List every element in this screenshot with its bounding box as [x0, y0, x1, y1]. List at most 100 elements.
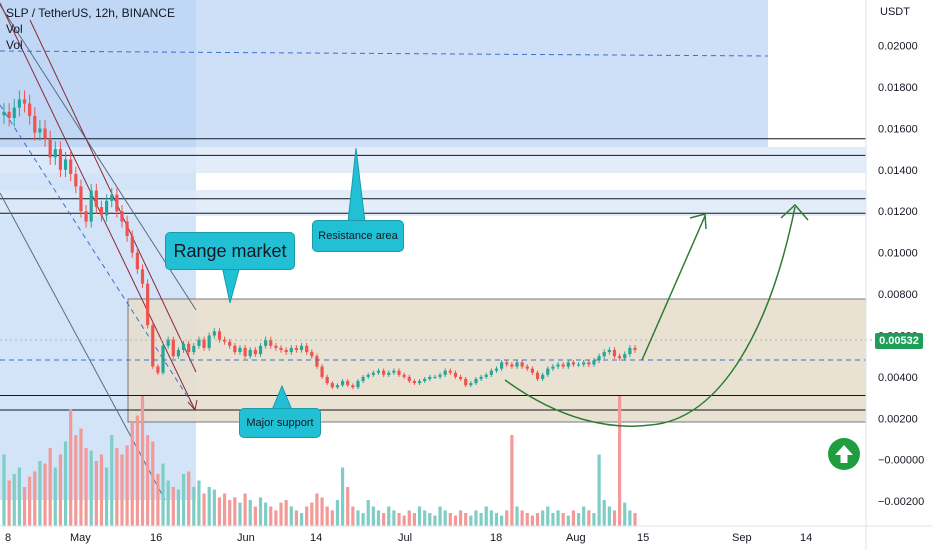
volume-bar	[12, 474, 16, 526]
candle-body	[140, 269, 145, 284]
volume-bar	[402, 515, 406, 526]
volume-bar	[2, 454, 6, 526]
volume-bar	[582, 506, 586, 526]
volume-bar	[392, 510, 396, 526]
candle-body	[212, 331, 216, 336]
candle-body	[12, 107, 16, 119]
volume-bar	[515, 506, 519, 526]
volume-bar	[294, 510, 299, 526]
volume-bar	[428, 513, 432, 526]
x-tick-label: Jul	[398, 532, 412, 544]
x-tick-label: 18	[490, 532, 502, 544]
candle-body	[494, 368, 499, 371]
volume-bar	[202, 493, 206, 526]
candle-body	[105, 200, 109, 216]
x-tick-label: Sep	[732, 532, 752, 544]
volume-bar	[607, 506, 611, 526]
candle-body	[202, 339, 206, 348]
volume-bar	[443, 510, 447, 526]
volume-bar	[264, 502, 268, 526]
volume-bar	[74, 435, 78, 526]
candle-body	[330, 383, 334, 388]
volume-bar	[151, 441, 155, 526]
volume-bar	[489, 510, 493, 526]
volume-bar	[156, 474, 160, 526]
candle-body	[448, 370, 452, 373]
volume-bar	[192, 487, 196, 526]
candle-body	[351, 385, 355, 388]
volume-bar	[176, 489, 181, 526]
volume-bar	[233, 497, 237, 526]
x-tick-label: Aug	[566, 532, 586, 544]
major-support-callout[interactable]: Major support	[239, 408, 321, 438]
volume-bar	[382, 513, 386, 526]
volume-bar	[22, 487, 27, 526]
candle-body	[284, 349, 288, 353]
volume-bar	[187, 471, 191, 526]
candle-body	[525, 366, 529, 369]
volume-bar	[551, 513, 555, 526]
volume-bar	[633, 513, 637, 526]
volume-bar	[530, 515, 534, 526]
candle-body	[356, 381, 360, 388]
candle-body	[541, 374, 545, 379]
volume-bar	[238, 502, 242, 526]
candle-body	[412, 381, 417, 384]
candle-body	[89, 190, 93, 222]
y-tick-label: 0.01000	[878, 248, 918, 260]
x-tick-label: May	[70, 532, 91, 544]
candle-body	[38, 128, 42, 133]
candle-body	[371, 372, 375, 375]
volume-bar	[99, 454, 104, 526]
candle-body	[397, 370, 401, 375]
volume-bar	[361, 513, 365, 526]
candle-body	[556, 364, 560, 367]
vol-indicator-2[interactable]: Vol	[6, 38, 23, 52]
volume-bar	[561, 513, 565, 526]
candle-body	[325, 376, 329, 384]
resistance-band	[0, 147, 866, 173]
candle-body	[402, 374, 406, 377]
candle-body	[474, 378, 478, 384]
candle-body	[192, 345, 196, 353]
candle-body	[551, 366, 555, 369]
candle-body	[187, 343, 191, 353]
candle-body	[433, 376, 437, 378]
candle-body	[166, 339, 170, 346]
range-market-label: Range market	[173, 240, 287, 261]
candle-body	[376, 370, 381, 373]
candle-body	[597, 356, 601, 361]
volume-bar	[217, 497, 222, 526]
resistance-area-callout[interactable]: Resistance area	[312, 220, 404, 252]
projection-curve	[504, 206, 796, 427]
volume-bar	[535, 513, 540, 526]
candle-body	[346, 381, 350, 386]
range-market-callout[interactable]: Range market	[165, 232, 295, 270]
last-price-tag: 0.00532	[875, 333, 923, 349]
volume-bar	[212, 489, 216, 526]
candle-body	[443, 370, 447, 375]
volume-bar	[222, 493, 227, 526]
volume-bar	[412, 513, 417, 526]
candle-body	[520, 362, 524, 367]
volume-bar	[79, 428, 83, 526]
candle-body	[505, 362, 509, 365]
y-tick-label: 0.00400	[878, 372, 918, 384]
up-button[interactable]	[828, 438, 860, 470]
vol-indicator-1[interactable]: Vol	[6, 22, 23, 36]
candle-body	[407, 376, 411, 382]
volume-bar	[346, 487, 350, 526]
candle-body	[79, 186, 83, 212]
volume-bar	[576, 513, 581, 526]
arrow-up-circle-icon	[835, 445, 853, 463]
volume-bar	[69, 409, 73, 526]
candle-body	[115, 194, 119, 212]
volume-bar	[618, 396, 622, 526]
candle-body	[233, 345, 237, 353]
volume-bar	[258, 497, 263, 526]
volume-bar	[371, 506, 375, 526]
candle-body	[84, 211, 88, 222]
symbol-title[interactable]: SLP / TetherUS, 12h, BINANCE	[6, 6, 175, 20]
volume-bar	[592, 513, 596, 526]
